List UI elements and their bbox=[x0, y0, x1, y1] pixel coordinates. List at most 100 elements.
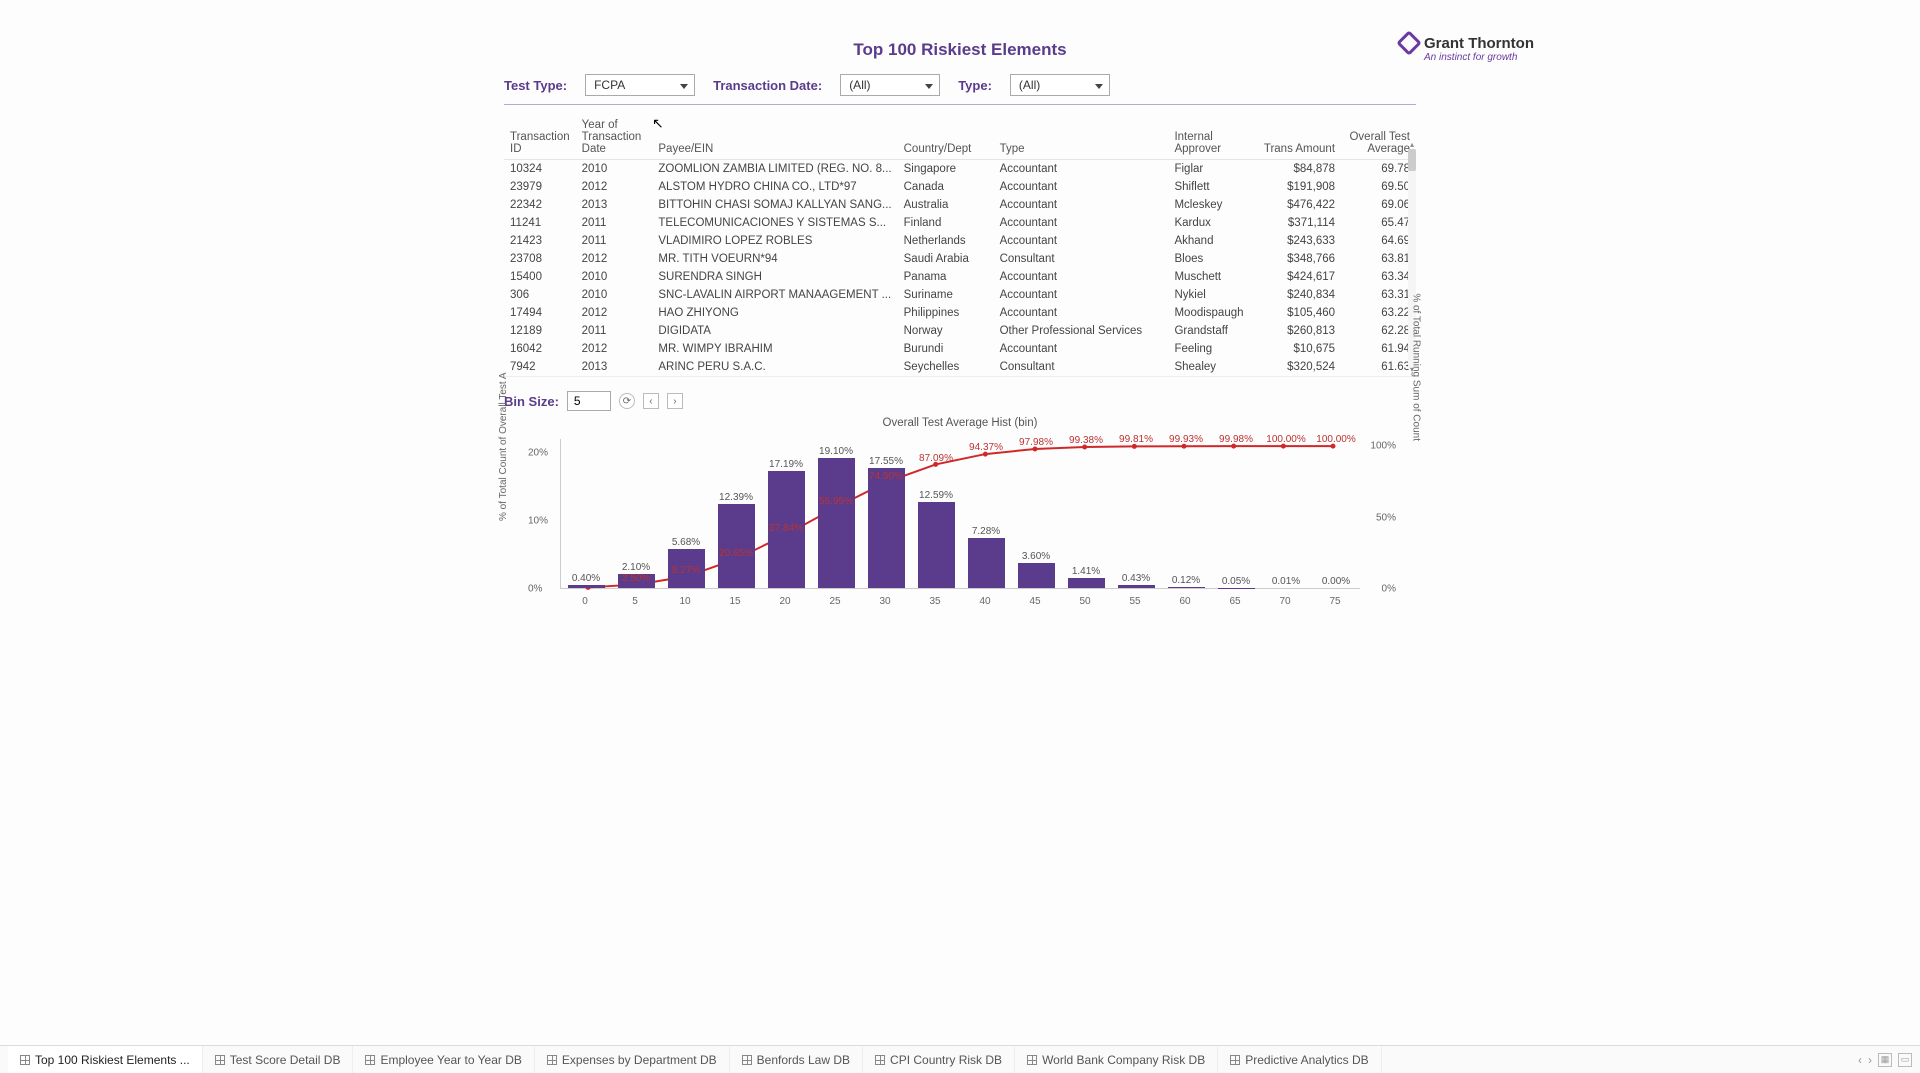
table-row[interactable]: 148582012SNC-LAVALIN KOREA LTD.*150Nethe… bbox=[504, 376, 1416, 377]
table-cell: Accountant bbox=[994, 160, 1169, 179]
sheet-icon bbox=[365, 1055, 375, 1065]
histogram-bar[interactable] bbox=[1018, 563, 1055, 588]
table-cell: Accountant bbox=[994, 304, 1169, 322]
filter-bar: Test Type: FCPA Transaction Date: (All) … bbox=[504, 74, 1416, 105]
table-cell: 2012 bbox=[576, 250, 653, 268]
table-cell: $320,524 bbox=[1257, 358, 1341, 376]
table-cell: 14858 bbox=[504, 376, 576, 377]
table-row[interactable]: 160422012MR. WIMPY IBRAHIMBurundiAccount… bbox=[504, 340, 1416, 358]
table-row[interactable]: 237082012MR. TITH VOEURN*94Saudi ArabiaC… bbox=[504, 250, 1416, 268]
worksheet-tab[interactable]: World Bank Company Risk DB bbox=[1015, 1046, 1218, 1073]
histogram-bar[interactable] bbox=[1068, 578, 1105, 588]
table-row[interactable]: 154002010SURENDRA SINGHPanamaAccountantM… bbox=[504, 268, 1416, 286]
tab-nav-prev[interactable]: ‹ bbox=[1858, 1053, 1862, 1067]
table-row[interactable]: 121892011DIGIDATANorwayOther Professiona… bbox=[504, 322, 1416, 340]
table-cell: 2013 bbox=[576, 358, 653, 376]
column-header[interactable]: Type bbox=[994, 115, 1169, 160]
y-right-tick: 0% bbox=[1382, 584, 1396, 595]
histogram-bar[interactable] bbox=[918, 502, 955, 588]
column-header[interactable]: Internal Approver bbox=[1168, 115, 1257, 160]
type-select[interactable]: (All) bbox=[1010, 74, 1110, 96]
histogram-bar[interactable] bbox=[568, 585, 605, 588]
presentation-icon[interactable]: ▭ bbox=[1898, 1053, 1912, 1067]
table-cell: $260,813 bbox=[1257, 322, 1341, 340]
x-tick: 55 bbox=[1129, 596, 1140, 607]
table-cell: 2012 bbox=[576, 376, 653, 377]
table-cell: SNC-LAVALIN KOREA LTD.*150 bbox=[652, 376, 897, 377]
table-row[interactable]: 103242010ZOOMLION ZAMBIA LIMITED (REG. N… bbox=[504, 160, 1416, 179]
table-cell: 65.47 bbox=[1341, 214, 1416, 232]
line-value-label: 100.00% bbox=[1266, 434, 1305, 445]
bin-next-button[interactable]: › bbox=[667, 393, 683, 409]
histogram-bar[interactable] bbox=[868, 468, 905, 588]
table-cell: $348,766 bbox=[1257, 250, 1341, 268]
line-value-label: 8.27% bbox=[672, 565, 700, 576]
column-header[interactable]: Transaction ID bbox=[504, 115, 576, 160]
column-header[interactable]: Overall Test Average bbox=[1341, 115, 1416, 160]
line-value-label: 97.98% bbox=[1019, 437, 1053, 448]
bar-value-label: 12.39% bbox=[719, 492, 753, 503]
table-cell: Seychelles bbox=[898, 358, 994, 376]
tab-label: Predictive Analytics DB bbox=[1245, 1053, 1368, 1067]
table-cell: Shealey bbox=[1168, 358, 1257, 376]
table-cell: 69.50 bbox=[1341, 178, 1416, 196]
table-row[interactable]: 174942012HAO ZHIYONGPhilippinesAccountan… bbox=[504, 304, 1416, 322]
column-header[interactable]: Payee/EIN bbox=[652, 115, 897, 160]
histogram-bar[interactable] bbox=[1118, 585, 1155, 588]
table-row[interactable]: 112412011TELECOMUNICACIONES Y SISTEMAS S… bbox=[504, 214, 1416, 232]
test-type-select[interactable]: FCPA bbox=[585, 74, 695, 96]
bar-value-label: 0.43% bbox=[1122, 573, 1150, 584]
transaction-date-select[interactable]: (All) bbox=[840, 74, 940, 96]
table-row[interactable]: 214232011VLADIMIRO LOPEZ ROBLESNetherlan… bbox=[504, 232, 1416, 250]
y-right-tick: 100% bbox=[1370, 441, 1396, 452]
table-row[interactable]: 239792012ALSTOM HYDRO CHINA CO., LTD*97C… bbox=[504, 178, 1416, 196]
worksheet-tab[interactable]: Benfords Law DB bbox=[730, 1046, 863, 1073]
bin-size-input[interactable] bbox=[567, 391, 611, 411]
table-cell: $57,272 bbox=[1257, 376, 1341, 377]
column-header[interactable]: Year of Transaction Date bbox=[576, 115, 653, 160]
x-tick: 35 bbox=[929, 596, 940, 607]
table-cell: Kardux bbox=[1168, 214, 1257, 232]
bin-refresh-button[interactable]: ⟳ bbox=[619, 393, 635, 409]
bin-prev-button[interactable]: ‹ bbox=[643, 393, 659, 409]
histogram-bar[interactable] bbox=[968, 538, 1005, 588]
table-cell: Consultant bbox=[994, 358, 1169, 376]
worksheet-tab[interactable]: Expenses by Department DB bbox=[535, 1046, 730, 1073]
histogram-bar[interactable] bbox=[818, 458, 855, 588]
table-cell: VLADIMIRO LOPEZ ROBLES bbox=[652, 232, 897, 250]
show-sheets-icon[interactable]: ▦ bbox=[1878, 1053, 1892, 1067]
line-value-label: 37.84% bbox=[769, 523, 803, 534]
test-type-value: FCPA bbox=[594, 78, 625, 92]
histogram-bar[interactable] bbox=[1168, 587, 1205, 588]
table-cell: 21423 bbox=[504, 232, 576, 250]
bar-value-label: 17.55% bbox=[869, 456, 903, 467]
bar-value-label: 0.12% bbox=[1172, 575, 1200, 586]
line-value-label: 20.65% bbox=[719, 547, 753, 558]
table-cell: $240,834 bbox=[1257, 286, 1341, 304]
worksheet-tab[interactable]: Test Score Detail DB bbox=[203, 1046, 354, 1073]
table-row[interactable]: 3062010SNC-LAVALIN AIRPORT MANAAGEMENT .… bbox=[504, 286, 1416, 304]
scroll-up-arrow[interactable]: ▴ bbox=[1408, 141, 1416, 149]
bar-value-label: 0.40% bbox=[572, 573, 600, 584]
table-cell: 2013 bbox=[576, 196, 653, 214]
worksheet-tab[interactable]: Predictive Analytics DB bbox=[1218, 1046, 1381, 1073]
tab-nav-next[interactable]: › bbox=[1868, 1053, 1872, 1067]
table-cell: 7942 bbox=[504, 358, 576, 376]
line-value-label: 99.81% bbox=[1119, 434, 1153, 445]
table-row[interactable]: 79422013ARINC PERU S.A.C.SeychellesConsu… bbox=[504, 358, 1416, 376]
bar-value-label: 7.28% bbox=[972, 526, 1000, 537]
worksheet-tab[interactable]: Employee Year to Year DB bbox=[353, 1046, 534, 1073]
table-cell: Panama bbox=[898, 268, 994, 286]
column-header[interactable]: Trans Amount bbox=[1257, 115, 1341, 160]
table-cell: 61.63 bbox=[1341, 358, 1416, 376]
line-value-label: 74.50% bbox=[869, 470, 903, 481]
table-cell: Saudi Arabia bbox=[898, 250, 994, 268]
x-tick: 65 bbox=[1229, 596, 1240, 607]
table-row[interactable]: 223422013BITTOHIN CHASI SOMAJ KALLYAN SA… bbox=[504, 196, 1416, 214]
scrollbar-thumb[interactable] bbox=[1408, 149, 1416, 171]
worksheet-tab[interactable]: CPI Country Risk DB bbox=[863, 1046, 1015, 1073]
worksheet-tab[interactable]: Top 100 Riskiest Elements ... bbox=[8, 1046, 203, 1073]
column-header[interactable]: Country/Dept bbox=[898, 115, 994, 160]
table-cell: ZOOMLION ZAMBIA LIMITED (REG. NO. 8... bbox=[652, 160, 897, 179]
histogram-bar[interactable] bbox=[718, 504, 755, 588]
